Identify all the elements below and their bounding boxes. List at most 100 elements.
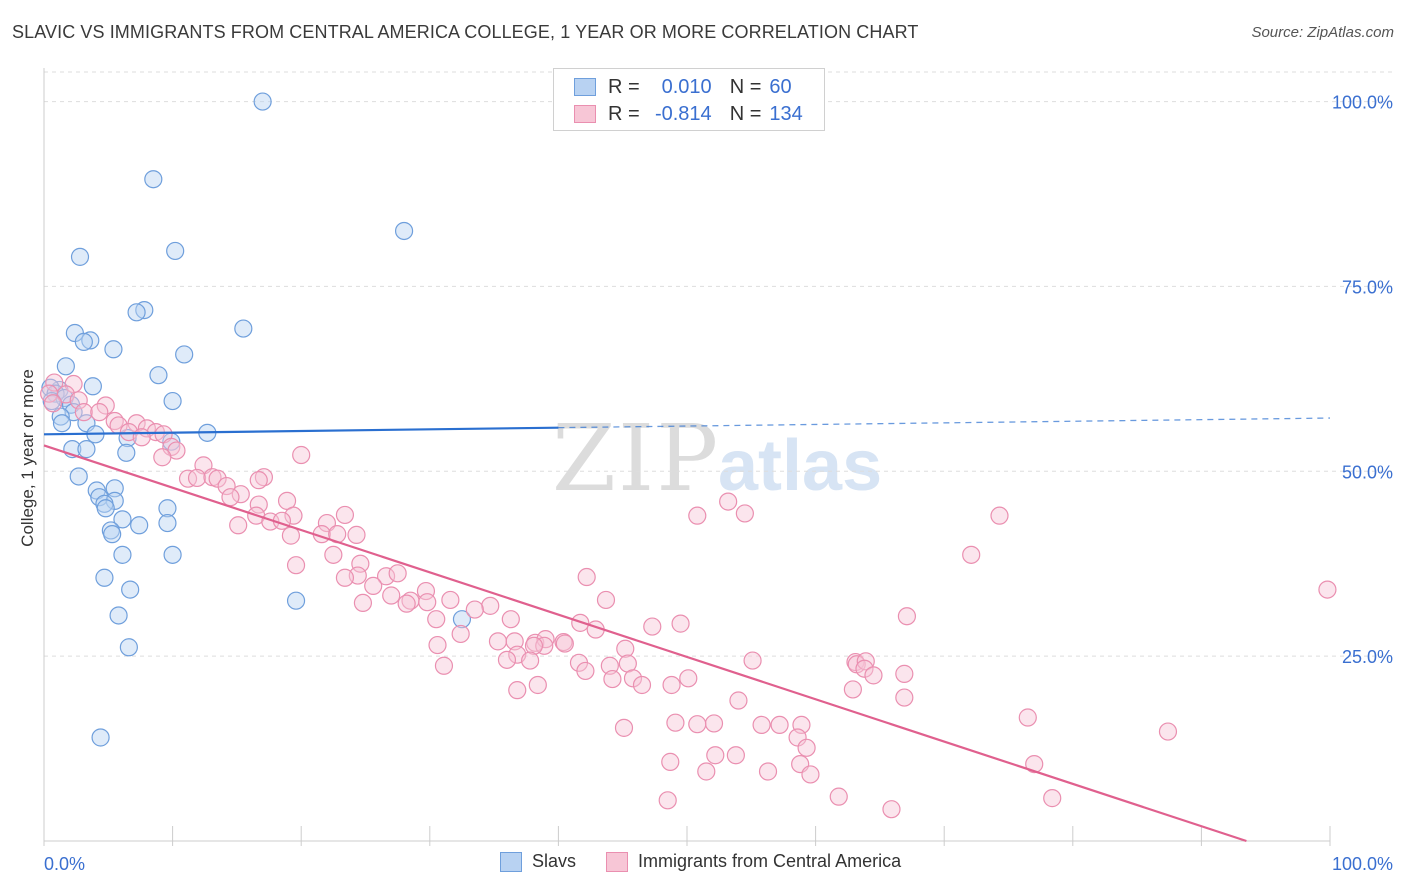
slavs-point [121, 580, 140, 599]
legend-r-value: 0.010 [661, 75, 712, 98]
ica-point [90, 403, 109, 422]
slavs-point [103, 525, 122, 544]
ica-point [797, 738, 816, 757]
ica-point [555, 634, 574, 653]
ica-point [324, 545, 343, 564]
ica-point [856, 652, 875, 671]
chart-title: SLAVIC VS IMMIGRANTS FROM CENTRAL AMERIC… [12, 22, 919, 42]
ica-point [217, 476, 236, 496]
ica-point [69, 391, 88, 410]
ica-point [364, 576, 383, 595]
ica-point [353, 593, 373, 613]
ica-point [843, 680, 862, 699]
ica-point [488, 632, 508, 651]
slavs-point [452, 610, 472, 629]
ica-point [153, 448, 172, 467]
ica-point [829, 787, 848, 806]
legend-swatch-slavs [574, 78, 596, 96]
ica-point [481, 596, 500, 615]
ica-point [743, 651, 762, 670]
ica-point [596, 590, 616, 610]
ica-point [221, 488, 240, 507]
ica-point [465, 600, 484, 619]
slavs-point [81, 331, 100, 350]
ica-point [317, 513, 337, 533]
ica-point [508, 681, 527, 700]
ica-point [524, 636, 544, 655]
grid-lines [44, 71, 1392, 657]
slavs-point [95, 568, 114, 587]
slavs-point [96, 499, 115, 518]
ica-point [679, 669, 698, 688]
slavs-point [104, 340, 123, 359]
correlation-legend: R = 0.010 N = 60 R = -0.814 N = 134 [553, 68, 825, 131]
ica-point [132, 428, 151, 447]
ica-point [697, 762, 716, 781]
ica-point [535, 636, 554, 655]
y-tick-label: 25.0% [1342, 647, 1393, 667]
slavs-point [253, 92, 272, 111]
slavs-point [166, 241, 185, 261]
slavs-point [69, 467, 88, 486]
slavs-point [113, 510, 132, 529]
ica-point [577, 567, 596, 587]
slavs-point [109, 606, 128, 625]
slavs-trend-line [43, 426, 559, 436]
legend-swatch-ica [574, 105, 596, 123]
ica-point [735, 504, 754, 523]
slavs-point [149, 366, 168, 385]
watermark-zip: ZIP [552, 405, 721, 512]
ica-point [521, 651, 540, 670]
ica-point [895, 664, 914, 683]
ica-point [231, 485, 250, 504]
series-legend: Slavs Immigrants from Central America [500, 851, 931, 872]
legend-r-value: -0.814 [654, 102, 712, 125]
y-tick-label: 50.0% [1342, 462, 1393, 482]
slavs-point [105, 479, 124, 498]
ica-point [576, 661, 595, 681]
ica-point [1158, 722, 1178, 741]
slavs-trend-extension [558, 417, 1331, 429]
slavs-point [52, 414, 72, 433]
legend-label-slavs: Slavs [532, 851, 577, 871]
ica-point [603, 669, 622, 689]
slavs-point [117, 443, 136, 462]
tick-labels: 25.0% 50.0% 75.0% 100.0% 0.0% 100.0% [44, 93, 1393, 874]
slavs-point [158, 499, 177, 518]
ica-point [335, 568, 355, 587]
ica-point [688, 506, 707, 525]
legend-row-slavs: R = 0.010 N = 60 [574, 75, 792, 99]
ica-point [643, 617, 662, 636]
ica-point [43, 394, 63, 413]
y-tick-label: 100.0% [1332, 93, 1393, 113]
ica-point [688, 715, 707, 734]
axes [43, 68, 1331, 846]
ica-point [292, 445, 311, 465]
ica-point [249, 495, 268, 514]
legend-n-label: N = [729, 75, 762, 98]
legend-swatch-slavs [500, 851, 522, 872]
legend-row-ica: R = -0.814 N = 134 [574, 102, 803, 126]
ica-point [1025, 754, 1044, 774]
ica-point [758, 762, 778, 781]
ica-point [397, 594, 416, 613]
slavs-point [286, 591, 306, 610]
legend-r-label: R = [608, 75, 640, 98]
ica-point [671, 614, 690, 633]
ica-point [1318, 580, 1337, 599]
ica-point [726, 746, 745, 765]
ica-point [382, 586, 401, 605]
ica-point [286, 556, 306, 575]
ica-point [428, 635, 447, 655]
ica-point [895, 688, 914, 707]
ica-points [40, 373, 1337, 819]
slavs-point [163, 545, 182, 564]
ica-point [254, 468, 274, 487]
ica-point [536, 630, 555, 649]
ica-point [706, 746, 725, 765]
ica-point [497, 650, 517, 669]
ica-point [418, 593, 437, 612]
slavs-point [91, 728, 110, 747]
ica-point [501, 610, 520, 629]
legend-label-ica: Immigrants from Central America [638, 851, 902, 871]
